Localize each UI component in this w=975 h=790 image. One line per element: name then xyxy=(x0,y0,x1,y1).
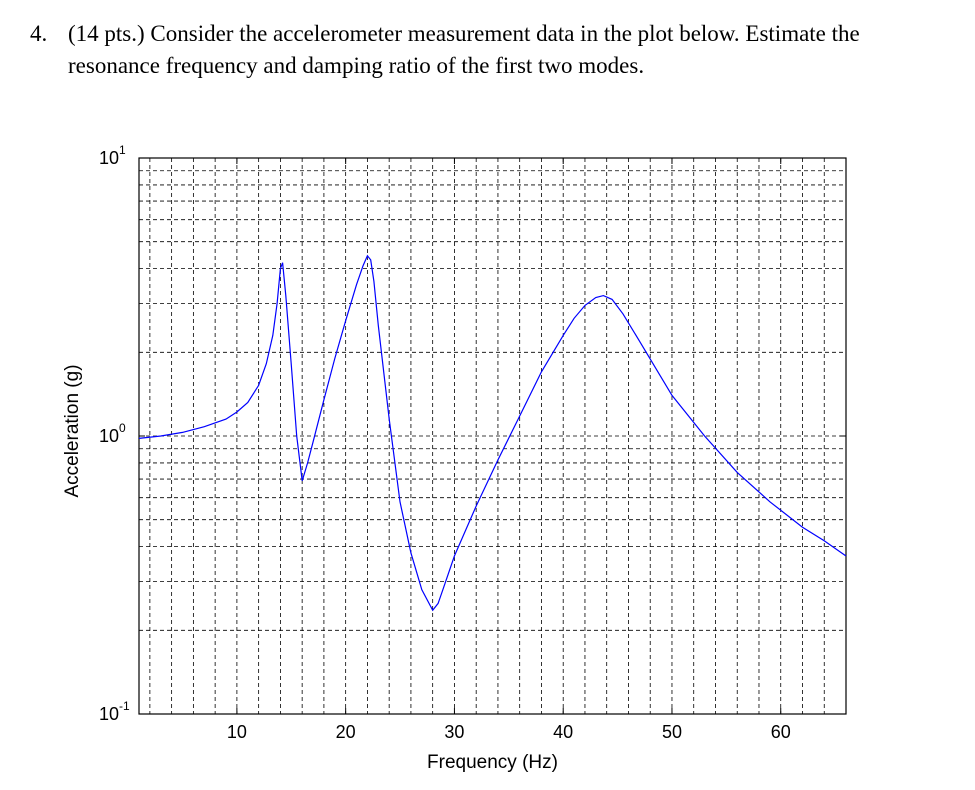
axis-ticks xyxy=(139,157,846,715)
series-line-acceleration xyxy=(138,254,847,612)
x-tick-label: 20 xyxy=(336,722,356,742)
question-line-2: resonance frequency and damping ratio of… xyxy=(30,50,950,82)
x-tick-labels: 10 20 30 40 50 60 xyxy=(227,722,791,742)
y-tick-label: 101 xyxy=(99,143,126,168)
question-line-1: 4. (14 pts.) Consider the accelerometer m… xyxy=(30,18,950,50)
question-text-line-2: resonance frequency and damping ratio of… xyxy=(68,53,645,78)
x-axis-label: Frequency (Hz) xyxy=(427,752,558,773)
x-tick-label: 30 xyxy=(444,722,464,742)
chart-grid xyxy=(139,158,846,714)
x-tick-label: 50 xyxy=(662,722,682,742)
x-tick-label: 40 xyxy=(553,722,573,742)
y-tick-label: 100 xyxy=(99,421,126,446)
y-axis-label: Acceleration (g) xyxy=(62,364,83,497)
x-tick-label: 60 xyxy=(771,722,791,742)
question-text: 4. (14 pts.) Consider the accelerometer m… xyxy=(30,18,950,82)
question-text-line-1: (14 pts.) Consider the accelerometer mea… xyxy=(68,21,860,46)
x-tick-label: 10 xyxy=(227,722,247,742)
y-tick-label: 10-1 xyxy=(99,699,130,724)
y-tick-labels: 101 100 10-1 xyxy=(99,143,130,724)
question-number: 4. xyxy=(30,21,48,46)
